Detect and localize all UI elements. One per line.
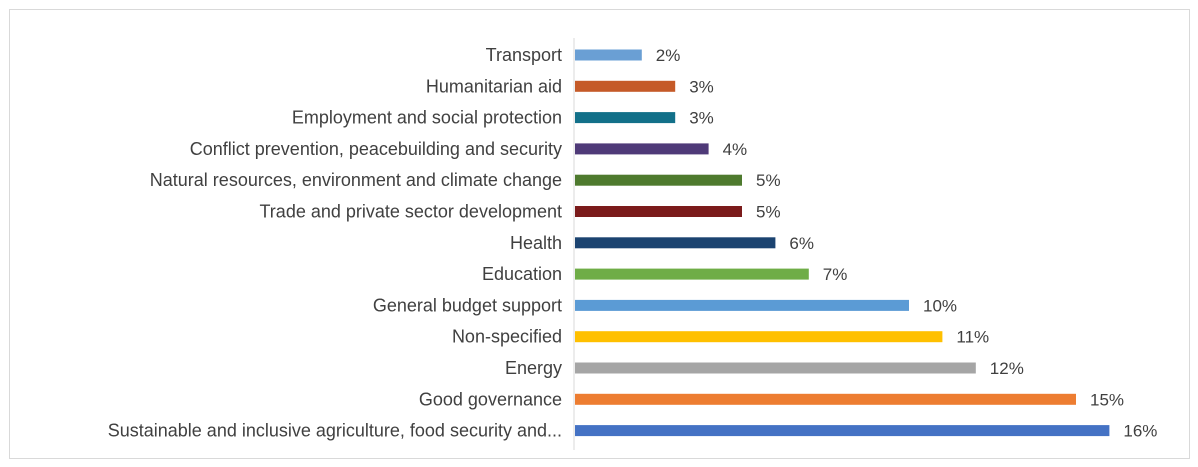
category-label: Sustainable and inclusive agriculture, f…: [108, 421, 562, 441]
chart-frame: Transport Humanitarian aid Employment and …: [9, 9, 1190, 459]
value-label: 12%: [990, 359, 1024, 378]
value-label: 11%: [956, 328, 989, 347]
category-label: Energy: [505, 358, 562, 378]
bar: [575, 331, 943, 343]
bars: [575, 49, 1110, 437]
value-label: 5%: [756, 203, 781, 222]
bar: [575, 174, 742, 186]
value-label: 3%: [689, 77, 714, 96]
bar: [575, 206, 742, 217]
value-label: 7%: [823, 265, 848, 284]
category-label: Humanitarian aid: [426, 76, 562, 96]
bar: [575, 393, 1076, 405]
category-label: Trade and private sector development: [259, 202, 562, 222]
bar: [575, 425, 1110, 437]
value-label: 15%: [1090, 390, 1124, 409]
category-label: Transport: [486, 45, 562, 65]
value-label: 10%: [923, 296, 957, 315]
category-label: Good governance: [419, 389, 562, 409]
value-label: 6%: [789, 234, 814, 253]
category-label: Health: [510, 233, 562, 253]
bar: [575, 143, 709, 155]
bar: [575, 237, 776, 249]
bar: [575, 268, 809, 280]
value-label: 3%: [689, 109, 714, 128]
category-label: Natural resources, environment and clima…: [150, 170, 562, 190]
category-label: Non-specified: [452, 327, 562, 347]
value-label: 5%: [756, 171, 781, 190]
value-label: 16%: [1123, 422, 1157, 441]
bar: [575, 299, 909, 311]
value-labels: 2% 3% 3% 4% 5% 5% 6% 7% 10% 11%12% 15% 16%: [656, 46, 1158, 441]
category-label: General budget support: [373, 295, 562, 315]
value-label: 2%: [656, 46, 681, 65]
category-label: Employment and social protection: [292, 108, 562, 128]
category-label: Conflict prevention, peacebuilding and s…: [190, 139, 562, 159]
bar: [575, 112, 676, 124]
bar: [575, 49, 642, 61]
value-label: 4%: [723, 140, 748, 159]
bar-chart: Transport Humanitarian aid Employment and …: [108, 38, 1158, 450]
category-labels: Transport Humanitarian aid Employment and …: [108, 45, 562, 441]
bar: [575, 362, 976, 374]
bar: [575, 80, 676, 92]
category-label: Education: [482, 264, 562, 284]
